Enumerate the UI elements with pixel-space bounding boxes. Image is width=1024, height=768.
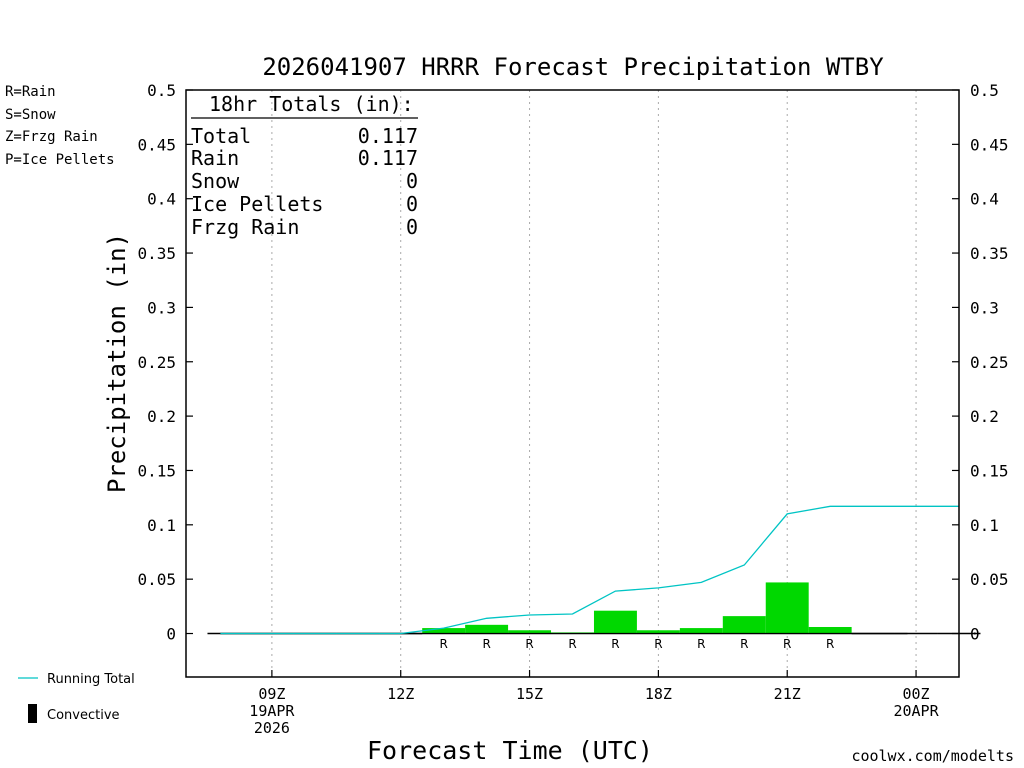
- y-tick-label-right-8: 0.4: [970, 190, 999, 209]
- precip-bar-5: [422, 628, 466, 634]
- running-total-polyline: [220, 505, 959, 635]
- x-tick-label-0-2: 2026: [254, 719, 290, 737]
- y-tick-label-left-0: 0: [166, 625, 176, 644]
- y-tick-label-right-10: 0.5: [970, 81, 999, 100]
- type-legend: R=Rain S=Snow Z=Frzg Rain P=Ice Pellets: [5, 84, 115, 168]
- x-tick-label-5-1: 20APR: [893, 702, 939, 720]
- y-tick-label-right-3: 0.15: [970, 461, 1009, 480]
- precip-type-label-9: R: [611, 637, 619, 651]
- y-tick-label-left-3: 0.15: [137, 461, 176, 480]
- precip-bar-7: [508, 630, 552, 634]
- y-tick-label-left-1: 0.05: [137, 570, 176, 589]
- y-tick-label-right-4: 0.2: [970, 407, 999, 426]
- y-tick-label-left-2: 0.1: [147, 516, 176, 535]
- legend-rain: R=Rain: [5, 84, 56, 100]
- totals-value-frzg-rain: 0: [406, 215, 418, 239]
- grid-lines: [271, 90, 917, 677]
- running-total-line: [220, 505, 959, 635]
- y-tick-label-left-6: 0.3: [147, 298, 176, 317]
- totals-heading: 18hr Totals (in):: [209, 92, 414, 116]
- x-tick-label-0-0: 09Z: [258, 685, 285, 703]
- x-tick-label-0-1: 19APR: [249, 702, 295, 720]
- precip-bar-6: [465, 624, 509, 634]
- y-tick-label-left-5: 0.25: [137, 353, 176, 372]
- totals-label-frzg-rain: Frzg Rain: [191, 215, 299, 239]
- totals-value-ice-pellets: 0: [406, 192, 418, 216]
- legend-frzg-rain: Z=Frzg Rain: [5, 129, 98, 145]
- precip-type-label-7: R: [525, 637, 533, 651]
- precip-type-label-12: R: [740, 637, 748, 651]
- y-tick-label-left-8: 0.4: [147, 190, 176, 209]
- precip-type-label-5: R: [439, 637, 447, 651]
- precip-type-label-14: R: [826, 637, 834, 651]
- precip-bar-11: [679, 628, 723, 634]
- totals-label-ice-pellets: Ice Pellets: [191, 192, 323, 216]
- x-tick-label-4-0: 21Z: [774, 685, 801, 703]
- chart-title: 2026041907 HRRR Forecast Precipitation W…: [262, 53, 884, 81]
- totals-label-snow: Snow: [191, 169, 240, 193]
- y-tick-label-right-9: 0.45: [970, 135, 1009, 154]
- y-tick-label-right-5: 0.25: [970, 353, 1009, 372]
- precip-bar-9: [593, 610, 637, 634]
- legend-convective: Convective: [47, 708, 120, 723]
- x-tick-label-1-0: 12Z: [387, 685, 414, 703]
- precip-type-label-11: R: [697, 637, 705, 651]
- y-tick-label-left-4: 0.2: [147, 407, 176, 426]
- legend-running-total: Running Total: [47, 672, 135, 687]
- x-axis-label: Forecast Time (UTC): [367, 736, 653, 765]
- convective-swatch: [28, 704, 37, 723]
- totals-box: 18hr Totals (in): Total 0.117 Rain 0.117…: [191, 92, 418, 239]
- credit-text: coolwx.com/modelts: [851, 747, 1014, 765]
- y-axis-label: Precipitation (in): [103, 233, 131, 493]
- y-tick-label-left-7: 0.35: [137, 244, 176, 263]
- y-tick-label-right-0: 0: [970, 625, 980, 644]
- x-tick-label-5-0: 00Z: [903, 685, 930, 703]
- plot-frame: [185, 89, 960, 678]
- x-tick-label-3-0: 18Z: [645, 685, 672, 703]
- precip-bar-12: [722, 616, 766, 634]
- legend-ice-pellets: P=Ice Pellets: [5, 152, 115, 168]
- precip-bar-14: [808, 626, 852, 634]
- y-tick-label-right-6: 0.3: [970, 298, 999, 317]
- y-tick-label-right-1: 0.05: [970, 570, 1009, 589]
- y-tick-label-right-2: 0.1: [970, 516, 999, 535]
- precip-type-label-13: R: [783, 637, 791, 651]
- precip-type-label-10: R: [654, 637, 662, 651]
- totals-value-total: 0.117: [358, 124, 418, 148]
- x-tick-label-2-0: 15Z: [516, 685, 543, 703]
- bottom-legend: Running Total Convective: [18, 672, 135, 723]
- totals-value-rain: 0.117: [358, 146, 418, 170]
- y-tick-label-right-7: 0.35: [970, 244, 1009, 263]
- legend-snow: S=Snow: [5, 107, 56, 123]
- totals-label-total: Total: [191, 124, 251, 148]
- precip-type-label-6: R: [482, 637, 490, 651]
- y-axes: 0 00.05 0.050.1 0.10.15 0.150.2 0.20.25 0.250.…: [137, 81, 1008, 644]
- totals-label-rain: Rain: [191, 146, 239, 170]
- y-tick-label-left-9: 0.45: [137, 135, 176, 154]
- precip-bar-13: [765, 582, 809, 634]
- precip-bars: [207, 582, 981, 635]
- y-tick-label-left-10: 0.5: [147, 81, 176, 100]
- precip-bar-10: [636, 630, 680, 634]
- precip-type-label-8: R: [568, 637, 576, 651]
- totals-value-snow: 0: [406, 169, 418, 193]
